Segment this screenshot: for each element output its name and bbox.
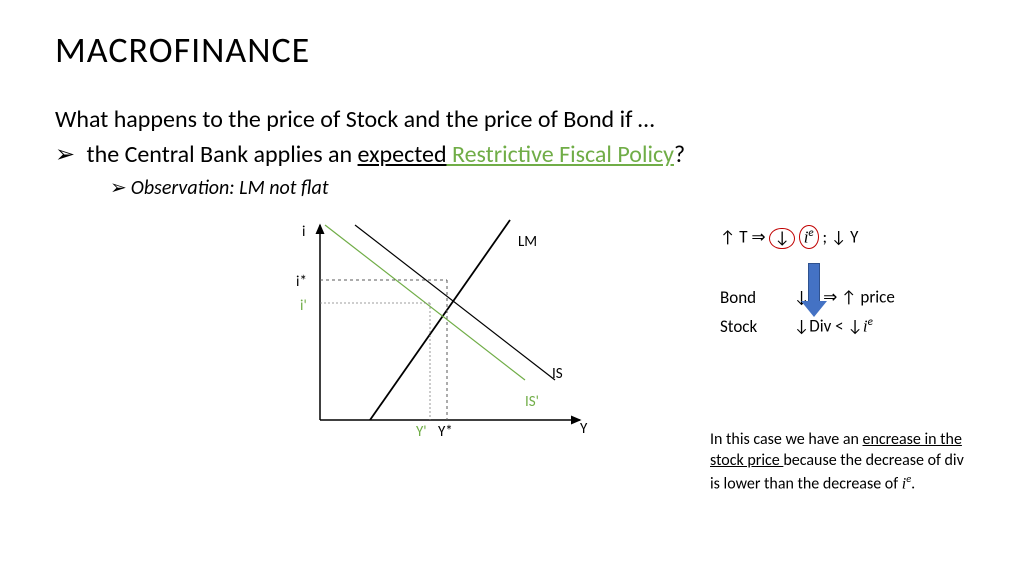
- obs-arrow-icon: ➢: [110, 176, 131, 200]
- stock-expr: ↓Div < ↓: [794, 316, 863, 337]
- bullet-green: Restrictive Fiscal Policy: [447, 140, 674, 169]
- circle-ie-icon: ie: [799, 225, 819, 249]
- label-y-star: Y*: [438, 423, 453, 441]
- bond-label: Bond: [720, 287, 790, 308]
- axis-label-i: i: [302, 223, 305, 241]
- impl-e: e: [808, 225, 813, 239]
- page-title: MACROFINANCE: [55, 28, 310, 72]
- label-y-prime: Y': [416, 423, 427, 441]
- bullet-suffix: ?: [674, 140, 685, 169]
- bullet-prefix: the Central Bank applies an: [87, 140, 358, 169]
- impl-p1: ↑ T ⇒: [720, 227, 766, 248]
- implication-line: ↑ T ⇒ ↓ ie ; ↓ Y: [720, 225, 895, 249]
- bullet-line: ➢ the Central Bank applies an expected R…: [55, 140, 685, 169]
- observation-line: ➢Observation: LM not flat: [110, 175, 329, 200]
- is-lm-chart: i i* i' LM IS IS' Y Y* Y': [320, 225, 590, 455]
- label-is-prime: IS': [525, 393, 539, 411]
- conclusion-paragraph: In this case we have an encrease in the …: [710, 430, 970, 495]
- bullet-arrow-icon: ➢: [55, 140, 81, 169]
- observation-text: Observation: LM not flat: [131, 176, 329, 200]
- label-i-star: i*: [296, 273, 307, 291]
- stock-e: e: [868, 314, 873, 328]
- circle-down-icon: ↓: [769, 228, 794, 250]
- para-end: .: [911, 474, 915, 493]
- stock-label: Stock: [720, 316, 790, 337]
- chart-svg: [320, 225, 590, 435]
- label-is: IS: [552, 365, 563, 383]
- bullet-underlined: expected: [358, 140, 447, 169]
- question-text: What happens to the price of Stock and t…: [55, 105, 654, 134]
- bond-post: ⇒ ↑ price: [819, 287, 895, 308]
- rhs-annotation: ↑ T ⇒ ↓ ie ; ↓ Y Bond ↓ie ⇒ ↑ price Stoc…: [720, 225, 895, 337]
- impl-p3: ; ↓ Y: [823, 227, 859, 248]
- para-p1: In this case we have an: [710, 430, 863, 449]
- label-i-prime: i': [300, 297, 307, 315]
- axis-label-y: Y: [580, 420, 587, 438]
- stock-row: Stock ↓Div < ↓ie: [720, 314, 895, 337]
- label-lm: LM: [518, 233, 537, 251]
